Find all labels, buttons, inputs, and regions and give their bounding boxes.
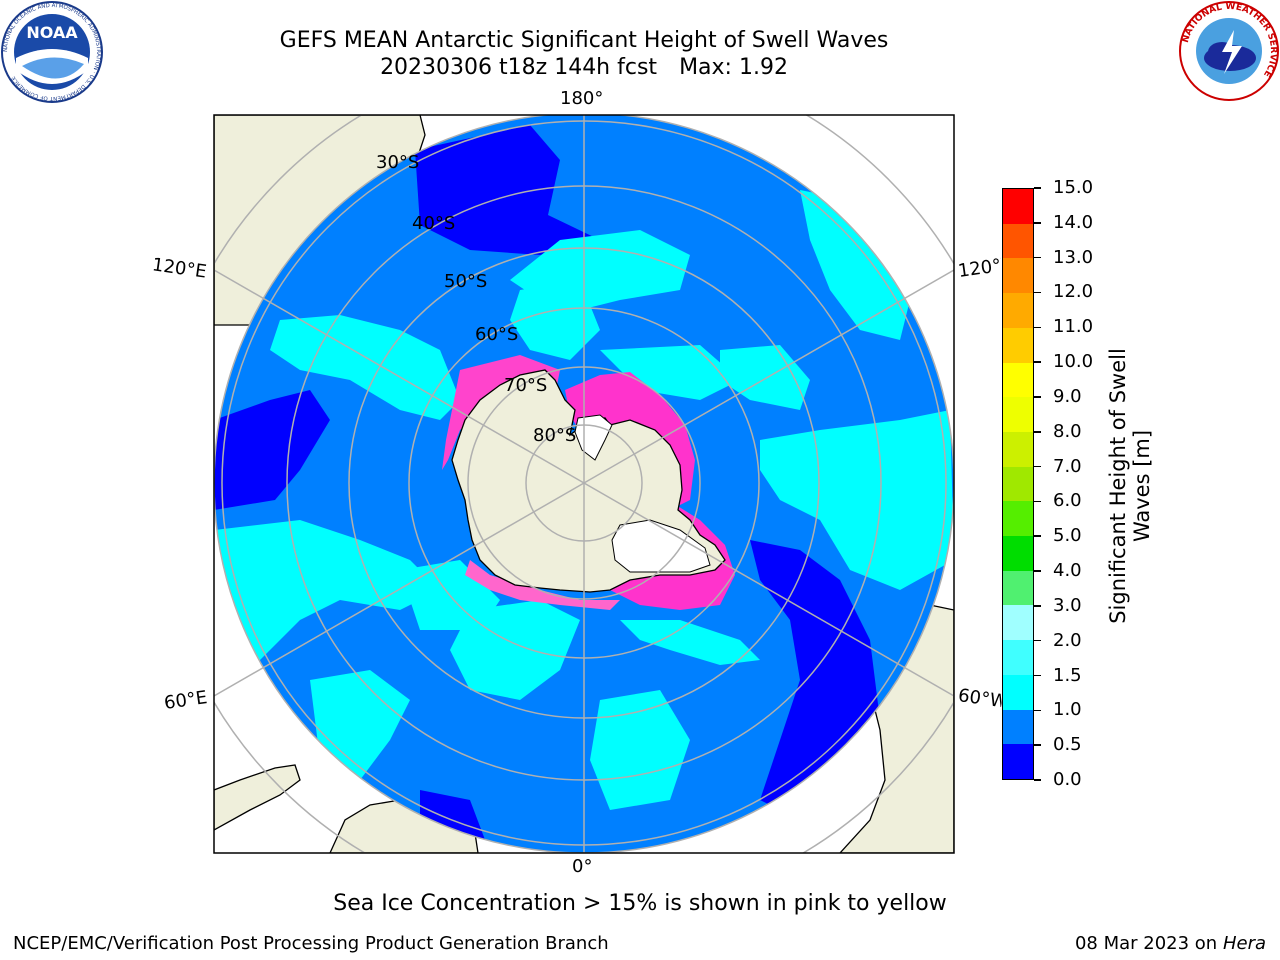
colorbar-segment bbox=[1003, 362, 1033, 398]
nws-logo: NATIONAL WEATHER SERVICE bbox=[1179, 1, 1279, 101]
colorbar-segment bbox=[1003, 640, 1033, 675]
lat-label-70s: 70°S bbox=[504, 375, 548, 396]
colorbar-segment bbox=[1003, 397, 1033, 432]
colorbar-segment bbox=[1003, 674, 1033, 710]
swell-high-north bbox=[600, 345, 740, 400]
colorbar-segment bbox=[1003, 501, 1033, 537]
colorbar-tick-label: 0.5 bbox=[1053, 734, 1082, 756]
colorbar-tick-mark bbox=[1034, 187, 1041, 189]
colorbar-segment bbox=[1003, 431, 1033, 467]
colorbar-tick-label: 3.0 bbox=[1053, 594, 1082, 616]
colorbar-tick-label: 2.0 bbox=[1053, 629, 1082, 651]
swell-high-sw-pacific bbox=[760, 410, 954, 590]
colorbar-segment bbox=[1003, 570, 1033, 606]
colorbar-tick-mark bbox=[1034, 639, 1041, 642]
land-madagascar bbox=[214, 764, 301, 831]
colorbar-segment bbox=[1003, 466, 1033, 502]
colorbar-tick-label: 8.0 bbox=[1053, 420, 1082, 442]
colorbar-tick-mark bbox=[1034, 570, 1041, 572]
colorbar-label-line2: Waves [m] bbox=[1130, 429, 1154, 543]
footer-credit: NCEP/EMC/Verification Post Processing Pr… bbox=[13, 933, 609, 954]
lat-label-30s: 30°S bbox=[376, 152, 420, 173]
swell-high-indian-w bbox=[214, 520, 440, 700]
lat-label-60s: 60°S bbox=[475, 324, 519, 345]
swell-high-amundsen bbox=[720, 345, 810, 410]
colorbar-tick-mark bbox=[1034, 222, 1041, 224]
colorbar-tick-mark bbox=[1034, 361, 1041, 363]
lat-label-50s: 50°S bbox=[444, 271, 488, 292]
swell-high-lower-left bbox=[310, 670, 410, 780]
colorbar-segment bbox=[1003, 744, 1033, 779]
swell-high-bottom bbox=[590, 690, 690, 810]
colorbar-segment bbox=[1003, 258, 1033, 294]
colorbar-tick-mark bbox=[1034, 709, 1041, 712]
map-frame bbox=[213, 114, 955, 854]
colorbar-tick-mark bbox=[1034, 779, 1041, 781]
colorbar-tick-label: 9.0 bbox=[1053, 385, 1082, 407]
colorbar-tick-label: 12.0 bbox=[1053, 281, 1094, 303]
colorbar-segment bbox=[1003, 293, 1033, 328]
colorbar bbox=[1002, 188, 1034, 780]
colorbar-tick-label: 14.0 bbox=[1053, 211, 1094, 233]
colorbar-tick-mark bbox=[1034, 500, 1041, 503]
colorbar-segment bbox=[1003, 605, 1033, 641]
footer-date: 08 Mar 2023 on Hera bbox=[1075, 933, 1266, 954]
chart-subtitle: 20230306 t18z 144h fcst Max: 1.92 bbox=[0, 55, 1168, 81]
colorbar-tick-label: 5.0 bbox=[1053, 525, 1082, 547]
lat-label-40s: 40°S bbox=[412, 213, 456, 234]
colorbar-segment bbox=[1003, 327, 1033, 363]
colorbar-tick-mark bbox=[1034, 326, 1041, 329]
colorbar-tick-label: 1.0 bbox=[1053, 699, 1082, 721]
swell-high-east bbox=[800, 190, 910, 340]
colorbar-tick-mark bbox=[1034, 256, 1041, 259]
colorbar-tick-mark bbox=[1034, 674, 1041, 677]
max-value: Max: 1.92 bbox=[679, 55, 788, 80]
colorbar-tick-mark bbox=[1034, 535, 1041, 537]
noaa-logo: NOAA NATIONAL OCEANIC AND ATMOSPHERIC AD… bbox=[1, 1, 103, 103]
swell-high-atlantic bbox=[620, 620, 760, 665]
colorbar-segment bbox=[1003, 536, 1033, 571]
footer-host: Hera bbox=[1222, 933, 1266, 954]
colorbar-tick-label: 0.0 bbox=[1053, 769, 1082, 790]
colorbar-tick-label: 13.0 bbox=[1053, 246, 1094, 268]
colorbar-segment bbox=[1003, 223, 1033, 259]
colorbar-tick-mark bbox=[1034, 605, 1041, 607]
colorbar-tick-label: 1.5 bbox=[1053, 664, 1082, 686]
colorbar-tick-mark bbox=[1034, 291, 1041, 294]
swell-high-center bbox=[510, 280, 600, 360]
colorbar-tick-label: 10.0 bbox=[1053, 351, 1094, 373]
forecast-date: 20230306 t18z 144h fcst bbox=[380, 55, 658, 80]
colorbar-tick-mark bbox=[1034, 396, 1041, 398]
lon-label-180: 180° bbox=[560, 88, 604, 109]
swell-low-tasman bbox=[415, 125, 600, 255]
colorbar-tick-label: 4.0 bbox=[1053, 560, 1082, 582]
meridians bbox=[214, 115, 954, 853]
colorbar-segment bbox=[1003, 189, 1033, 224]
lat-label-80s: 80°S bbox=[533, 425, 577, 446]
colorbar-tick-mark bbox=[1034, 744, 1041, 746]
colorbar-label: Significant Height of Swell Waves [m] bbox=[1106, 348, 1154, 624]
colorbar-tick-mark bbox=[1034, 431, 1041, 433]
swell-high-ross bbox=[270, 315, 460, 420]
sea-ice-note: Sea Ice Concentration > 15% is shown in … bbox=[333, 891, 947, 916]
footer-date-text: 08 Mar 2023 on bbox=[1074, 933, 1218, 954]
colorbar-tick-mark bbox=[1034, 465, 1041, 468]
lon-label-0: 0° bbox=[572, 856, 593, 877]
colorbar-tick-label: 7.0 bbox=[1053, 455, 1082, 477]
chart-title: GEFS MEAN Antarctic Significant Height o… bbox=[279, 28, 889, 53]
colorbar-tick-label: 6.0 bbox=[1053, 490, 1082, 512]
sea-ice-edge-south bbox=[465, 560, 620, 610]
colorbar-segment bbox=[1003, 709, 1033, 745]
swell-low-indian bbox=[214, 390, 330, 510]
colorbar-tick-label: 15.0 bbox=[1053, 177, 1094, 198]
colorbar-tick-label: 11.0 bbox=[1053, 316, 1094, 338]
colorbar-label-line1: Significant Height of Swell bbox=[1106, 348, 1130, 624]
ice-shelf-weddell bbox=[611, 519, 711, 573]
noaa-text: NOAA bbox=[26, 23, 78, 42]
